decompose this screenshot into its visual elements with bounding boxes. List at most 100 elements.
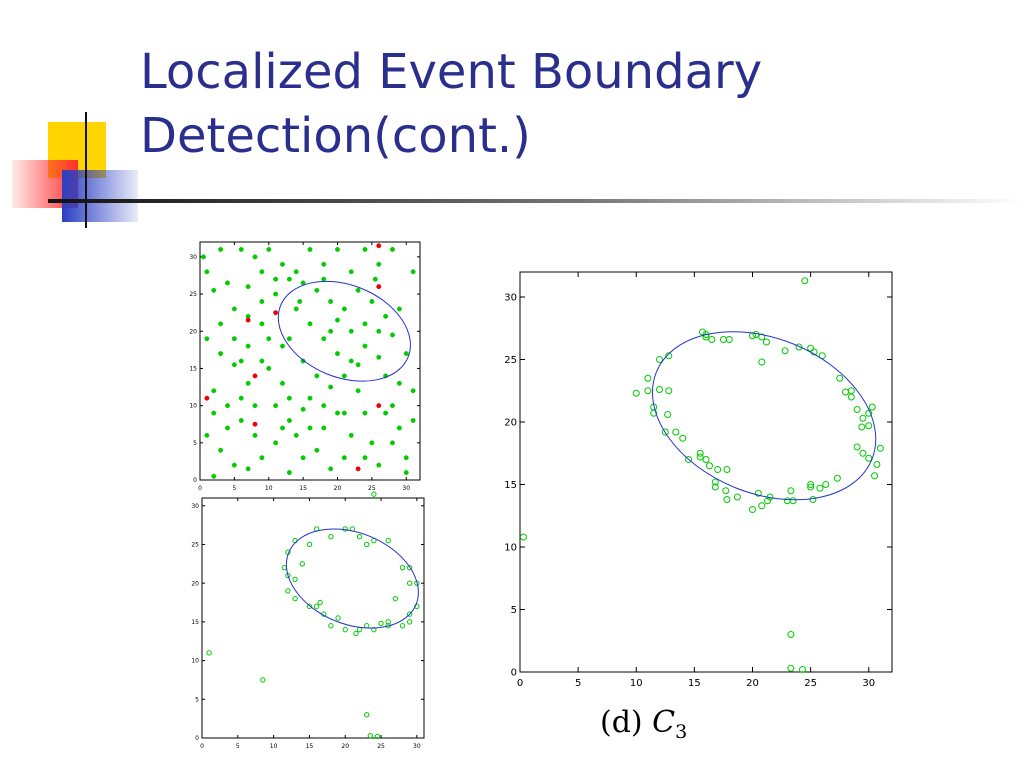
green-data-point [238,395,244,401]
green-data-point [328,623,334,629]
green-data-point [341,306,347,312]
green-data-point [764,497,772,505]
y-tick-label: 25 [189,291,197,298]
green-data-point [722,487,730,495]
green-data-point [204,336,210,342]
green-data-point [225,403,230,409]
green-data-point [285,588,291,594]
y-tick-label: 5 [511,605,517,616]
x-tick-label: 15 [306,743,314,750]
y-tick-label: 15 [189,366,197,373]
green-data-point [231,462,237,468]
green-data-point [406,564,413,571]
green-data-point [656,356,663,363]
x-tick-label: 0 [517,678,523,689]
green-data-point [335,615,341,621]
x-tick-label: 30 [862,678,875,689]
green-data-point [252,432,258,438]
plot-frame [201,497,425,739]
y-tick-label: 10 [191,658,199,665]
x-tick-label: 0 [200,743,204,750]
green-data-point [376,328,382,334]
x-tick-label: 15 [299,485,307,492]
green-data-point [871,472,879,480]
green-data-point [705,462,713,470]
red-data-point [376,243,382,249]
green-data-point [390,246,395,252]
green-data-point [410,388,416,394]
x-tick-label: 10 [630,678,643,689]
y-tick-label: 15 [191,619,199,626]
green-data-point [406,619,413,625]
green-data-point [328,466,334,472]
green-data-point [406,580,413,586]
y-tick-label: 25 [504,355,517,366]
green-data-point [723,496,731,503]
green-data-point [259,299,265,304]
green-data-point [873,461,881,468]
x-tick-label: 5 [236,743,240,750]
green-data-point [399,623,406,629]
green-data-point [306,603,313,610]
green-data-point [204,432,210,438]
green-data-point [307,395,313,401]
caption-symbol: C [652,705,676,740]
green-data-point [328,534,334,540]
green-data-point [754,489,762,497]
y-tick-label: 15 [504,480,517,491]
green-data-point [367,732,373,739]
green-data-point [273,403,279,409]
green-data-point [259,321,265,327]
green-data-point [231,306,237,312]
green-data-point [335,246,340,252]
green-data-point [369,299,375,304]
green-data-point [376,261,382,267]
y-tick-label: 0 [195,735,199,742]
green-data-point [273,440,279,446]
y-tick-label: 25 [191,542,199,549]
green-data-point [842,388,849,396]
green-data-point [206,650,212,656]
green-data-point [245,284,251,290]
green-data-point [321,336,327,342]
green-data-point [355,287,361,293]
scatter-plot-cluster-c3: 0 5 10 15 20 25 30 0 5 10 15 20 25 30 [504,271,893,689]
x-tick-label: 20 [341,743,349,750]
green-data-point [286,336,292,342]
green-data-point [664,411,672,418]
x-tick-label: 20 [334,485,342,492]
green-data-point [225,425,230,431]
caption-label: (d) [600,705,643,740]
green-data-point [260,677,266,683]
y-tick-label: 0 [193,477,197,484]
red-data-point [204,395,210,401]
y-tick-label: 20 [504,418,517,429]
x-tick-label: 10 [270,743,278,750]
green-data-point [859,414,867,422]
green-data-point [211,388,217,394]
y-tick-label: 5 [193,440,197,447]
green-data-point [341,373,347,379]
x-tick-label: 5 [232,485,236,492]
red-data-point [273,310,279,316]
green-data-point [787,664,795,672]
green-data-point [853,406,861,413]
plot-frame [199,241,421,481]
y-tick-label: 30 [191,503,199,510]
green-data-point [307,321,313,327]
green-data-point [293,432,299,438]
green-data-point [781,347,789,355]
green-data-point [410,418,416,423]
green-data-point [252,403,258,409]
green-data-point [266,336,272,342]
x-tick-label: 25 [377,743,385,750]
green-data-point [299,561,305,567]
green-data-point [342,626,348,633]
green-data-point [273,276,279,282]
green-data-point [644,374,652,382]
green-data-point [321,261,327,267]
red-data-point [245,317,251,323]
green-data-point [245,466,251,472]
green-data-point [807,481,815,488]
x-tick-label: 30 [402,485,410,492]
